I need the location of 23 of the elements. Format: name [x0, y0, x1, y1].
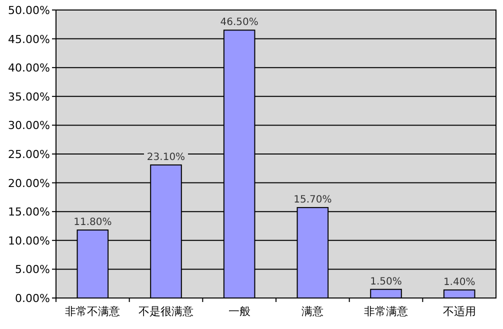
data-label: 1.40%	[443, 276, 476, 288]
y-tick-label: 50.00%	[8, 4, 50, 17]
y-tick-label: 35.00%	[8, 90, 50, 104]
y-tick-label: 20.00%	[8, 176, 50, 190]
y-tick-label: 10.00%	[8, 234, 50, 248]
x-tick-label: 非常满意	[364, 305, 408, 318]
data-label: 15.70%	[294, 194, 332, 206]
x-tick-label: 不是很满意	[138, 305, 194, 318]
y-tick-label: 30.00%	[8, 119, 50, 132]
x-tick-label: 不适用	[442, 305, 476, 318]
y-tick-label: 40.00%	[8, 62, 50, 75]
data-label: 1.50%	[370, 276, 402, 288]
data-label: 23.10%	[146, 152, 186, 163]
y-tick-label: 15.00%	[8, 206, 50, 219]
data-label: 46.50%	[220, 17, 258, 28]
x-tick-label: 非常不满意	[65, 305, 120, 318]
y-tick-label: 25.00%	[8, 148, 50, 161]
y-tick-label: 45.00%	[8, 32, 50, 46]
x-tick-label: 满意	[302, 305, 324, 318]
x-tick-label: 一般	[228, 305, 250, 318]
y-tick-label: 5.00%	[15, 263, 50, 276]
data-label: 11.80%	[74, 217, 112, 228]
y-tick-label: 0.00%	[15, 292, 50, 305]
